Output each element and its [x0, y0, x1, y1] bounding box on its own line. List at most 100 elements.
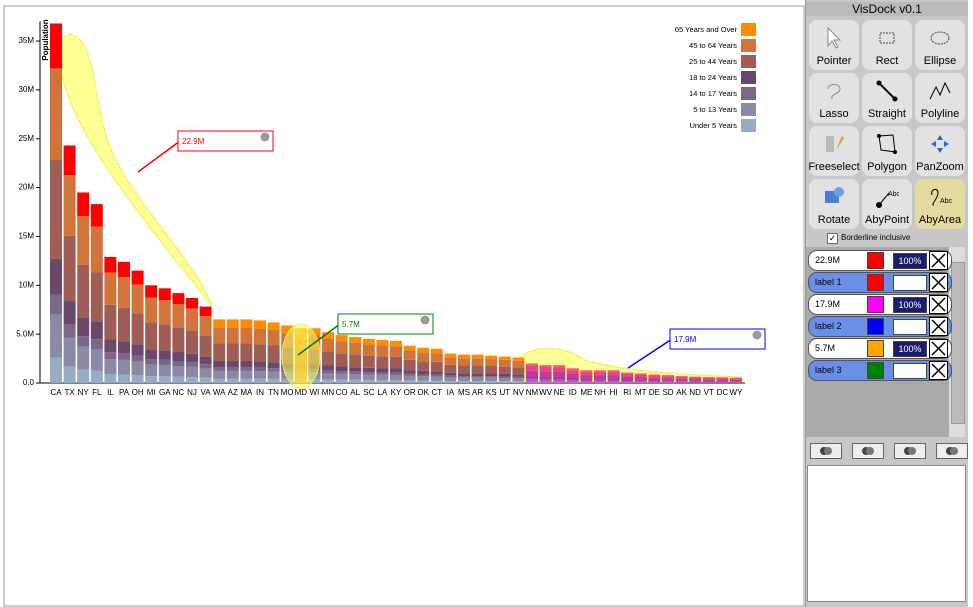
- bar-segment: [50, 357, 62, 383]
- bar-segment: [240, 367, 253, 371]
- tool-button[interactable]: Rect: [862, 20, 912, 70]
- tool-button[interactable]: PanZoom: [915, 126, 965, 176]
- checkbox[interactable]: ✓: [827, 233, 838, 244]
- query-input[interactable]: [893, 275, 927, 291]
- query-color[interactable]: [867, 274, 884, 291]
- bar-segment: [186, 366, 198, 378]
- selection-overlay: [566, 373, 579, 378]
- annotation-close[interactable]: [260, 132, 270, 142]
- legend-label: 18 to 24 Years: [689, 73, 737, 82]
- bar-segment: [539, 371, 552, 377]
- bar-segment: [131, 284, 144, 314]
- annotation-close[interactable]: [420, 315, 430, 325]
- tool-button[interactable]: Ellipse: [915, 20, 965, 70]
- legend-swatch: [741, 55, 756, 68]
- chart-frame: [3, 5, 805, 607]
- x-tick-label: TX: [64, 388, 75, 397]
- query-color[interactable]: [867, 362, 884, 379]
- selection-overlay: [607, 382, 620, 383]
- selection-overlay: [689, 381, 702, 383]
- bar-segment: [403, 350, 416, 360]
- selection-overlay: [648, 375, 661, 378]
- set-op-button[interactable]: [810, 443, 842, 459]
- bar-segment: [553, 367, 566, 372]
- bar-segment: [172, 327, 185, 353]
- x-tick-label: PA: [119, 388, 130, 397]
- bar-segment: [131, 355, 144, 362]
- query-remove[interactable]: [929, 251, 948, 270]
- bar-segment: [444, 375, 457, 378]
- selection-overlay: [594, 370, 606, 372]
- tool-button[interactable]: Abc AbyArea: [915, 179, 965, 229]
- annotation-text: 17.9M: [674, 335, 697, 344]
- query-color[interactable]: [867, 252, 884, 269]
- bar-segment: [580, 375, 593, 379]
- bar-segment: [621, 382, 634, 383]
- bar-segment: [498, 373, 511, 377]
- query-opacity[interactable]: 100%: [893, 297, 927, 313]
- query-color[interactable]: [867, 318, 884, 335]
- tool-button[interactable]: Lasso: [809, 73, 859, 123]
- tool-button[interactable]: Polygon: [862, 126, 912, 176]
- query-row[interactable]: label 2: [808, 316, 952, 337]
- tool-button[interactable]: Abc AbyPoint: [862, 179, 912, 229]
- bar-segment: [322, 365, 334, 371]
- selection-overlay: [607, 379, 620, 381]
- query-remove[interactable]: [929, 273, 948, 292]
- bar-segment: [50, 258, 62, 295]
- query-opacity[interactable]: 100%: [893, 341, 927, 357]
- x-tick-label: IN: [256, 388, 264, 397]
- bar-segment: [240, 343, 253, 362]
- query-row[interactable]: 22.9M 100%: [808, 250, 952, 271]
- query-color[interactable]: [867, 340, 884, 357]
- bar-segment: [417, 380, 430, 383]
- bar-segment: [335, 371, 348, 374]
- tool-button[interactable]: Freeselect: [808, 126, 860, 176]
- scrollbar-thumb[interactable]: [951, 262, 965, 424]
- query-opacity[interactable]: 100%: [893, 253, 927, 269]
- bar-segment: [689, 380, 702, 382]
- bar-segment: [362, 379, 375, 383]
- bar-segment: [254, 344, 266, 362]
- query-color[interactable]: [867, 296, 884, 313]
- bar-segment: [485, 365, 498, 374]
- tool-button[interactable]: Polyline: [915, 73, 965, 123]
- selection-overlay: [621, 379, 634, 381]
- selection-overlay: [594, 379, 606, 381]
- set-op-button[interactable]: [852, 443, 884, 459]
- query-input[interactable]: [893, 319, 927, 335]
- legend-swatch: [741, 87, 756, 100]
- tool-button[interactable]: Straight: [862, 73, 912, 123]
- query-remove[interactable]: [929, 339, 948, 358]
- tool-button[interactable]: Pointer: [809, 20, 859, 70]
- bar-segment: [662, 376, 674, 379]
- bar-segment: [444, 364, 457, 373]
- bar-segment: [362, 344, 375, 356]
- query-remove[interactable]: [929, 295, 948, 314]
- query-remove[interactable]: [929, 361, 948, 380]
- selection-overlay: [648, 377, 661, 381]
- x-tick-label: AK: [676, 388, 687, 397]
- query-row[interactable]: 5.7M 100%: [808, 338, 952, 359]
- set-op-button[interactable]: [936, 443, 968, 459]
- selection-overlay: [539, 365, 552, 368]
- bar-segment: [594, 370, 606, 372]
- bar-segment: [675, 378, 688, 381]
- query-label: 5.7M: [815, 343, 836, 353]
- query-row[interactable]: 17.9M 100%: [808, 294, 952, 315]
- bar-segment: [526, 379, 538, 382]
- selection-overlay: [553, 378, 566, 380]
- selection-overlay: [730, 379, 742, 382]
- bar-segment: [131, 361, 144, 376]
- query-row[interactable]: label 1: [808, 272, 952, 293]
- query-input[interactable]: [893, 363, 927, 379]
- selection-overlay: [539, 371, 552, 377]
- x-tick-label: MD: [295, 388, 308, 397]
- tool-button[interactable]: Rotate: [809, 179, 859, 229]
- set-op-button[interactable]: [894, 443, 926, 459]
- annotation-close[interactable]: [752, 330, 762, 340]
- bar-segment: [50, 23, 62, 69]
- query-row[interactable]: label 3: [808, 360, 952, 381]
- selection-overlay: [702, 381, 715, 382]
- query-remove[interactable]: [929, 317, 948, 336]
